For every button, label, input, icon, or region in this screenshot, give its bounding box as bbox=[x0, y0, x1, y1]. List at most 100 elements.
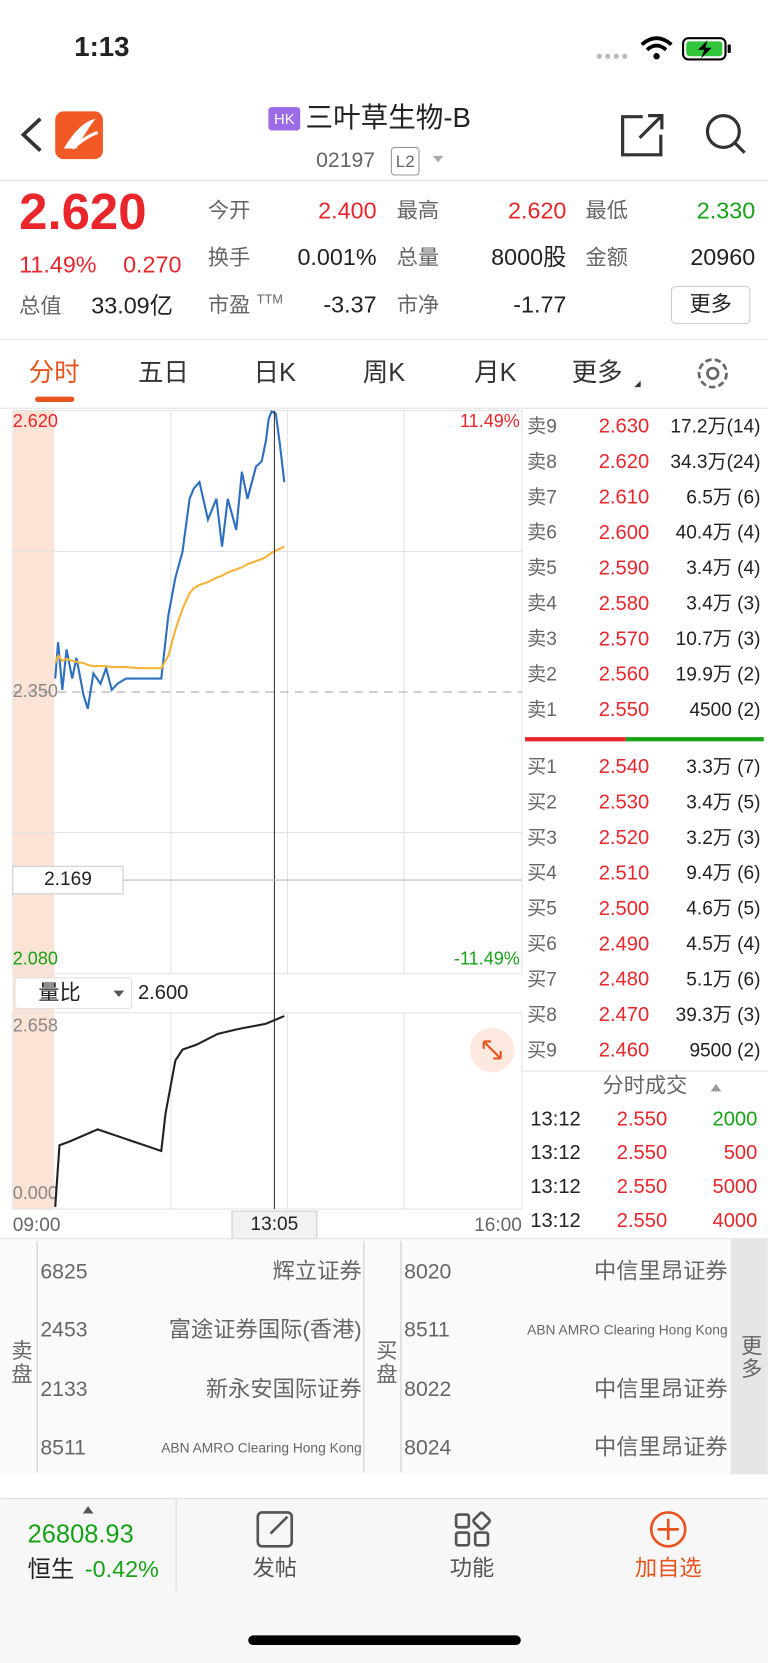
y-tick-label: 0.000 bbox=[13, 1183, 58, 1203]
tab[interactable]: 更多 bbox=[572, 359, 623, 387]
book-price: 2.500 bbox=[599, 898, 649, 920]
buy-side-label: 买盘 bbox=[373, 1340, 397, 1387]
book-label: 卖3 bbox=[527, 628, 557, 650]
book-label: 卖6 bbox=[527, 522, 557, 544]
tab[interactable]: 月K bbox=[474, 359, 516, 387]
tab-more-arrow bbox=[634, 380, 641, 388]
stat-value: 33.09亿 bbox=[91, 293, 173, 319]
stat-label: 今开 bbox=[208, 199, 250, 223]
book-price: 2.560 bbox=[599, 664, 649, 686]
back-button[interactable] bbox=[20, 117, 42, 152]
broker-name: ABN AMRO Clearing Hong Kong bbox=[161, 1440, 361, 1455]
book-volume: 9500 (2) bbox=[689, 1040, 760, 1061]
broker-code: 8024 bbox=[404, 1436, 451, 1459]
stock-code: 02197 bbox=[316, 149, 375, 172]
trade-time: 13:12 bbox=[530, 1142, 580, 1164]
book-label: 卖4 bbox=[527, 593, 557, 615]
index-value: 26808.93 bbox=[28, 1520, 134, 1548]
series-line bbox=[54, 545, 285, 670]
y-tick-label: 2.620 bbox=[13, 411, 58, 431]
x-tick-label: 16:00 bbox=[474, 1215, 522, 1236]
indicator-name[interactable]: 量比 bbox=[38, 980, 80, 1004]
y-pct-label: -11.49% bbox=[454, 949, 520, 969]
broker-name: 富途证券国际(香港) bbox=[169, 1317, 362, 1342]
nav-item[interactable]: 加自选 bbox=[635, 1556, 702, 1581]
stat-label: 市盈 bbox=[208, 293, 250, 317]
book-price: 2.610 bbox=[599, 487, 649, 509]
broker-code: 2133 bbox=[40, 1378, 87, 1401]
ask-bar bbox=[525, 737, 626, 742]
broker-name: 辉立证券 bbox=[273, 1259, 362, 1284]
book-volume: 10.7万 (3) bbox=[676, 629, 761, 650]
book-price: 2.510 bbox=[599, 862, 649, 884]
book-volume: 6.5万 (6) bbox=[686, 487, 760, 508]
cursor-x-label: 13:05 bbox=[251, 1214, 299, 1235]
book-volume: 5.1万 (6) bbox=[686, 969, 760, 990]
broker-name: 中信里昂证券 bbox=[594, 1376, 728, 1401]
dropdown-arrow[interactable] bbox=[432, 155, 444, 163]
book-volume: 40.4万 (4) bbox=[676, 523, 761, 544]
tab[interactable]: 五日 bbox=[138, 359, 189, 387]
tab[interactable]: 周K bbox=[363, 359, 405, 387]
tab[interactable]: 日K bbox=[254, 359, 296, 387]
trade-time: 13:12 bbox=[530, 1210, 580, 1232]
book-volume: 3.3万 (7) bbox=[686, 757, 760, 778]
book-volume: 3.4万 (4) bbox=[686, 558, 760, 579]
book-volume: 19.9万 (2) bbox=[676, 664, 761, 685]
stat-value: 2.400 bbox=[318, 197, 376, 223]
app-logo bbox=[55, 111, 103, 160]
book-label: 买8 bbox=[527, 1005, 557, 1026]
stat-label: 市净 bbox=[397, 293, 439, 317]
stat-label: 金额 bbox=[586, 245, 628, 269]
stat-value: 2.620 bbox=[508, 197, 566, 223]
book-volume: 3.4万 (3) bbox=[686, 594, 760, 615]
trade-volume: 5000 bbox=[713, 1176, 758, 1198]
broker-code: 8020 bbox=[404, 1260, 451, 1283]
share-button[interactable] bbox=[621, 114, 664, 157]
trades-title: 分时成交 bbox=[602, 1074, 687, 1098]
indicator-value: 2.600 bbox=[138, 982, 188, 1004]
status-icons bbox=[596, 36, 731, 61]
tab[interactable]: 分时 bbox=[29, 359, 80, 387]
stat-value: -3.37 bbox=[323, 292, 376, 318]
book-volume: 39.3万 (3) bbox=[676, 1005, 761, 1026]
broker-more[interactable]: 更多 bbox=[738, 1334, 762, 1381]
trade-volume: 2000 bbox=[713, 1108, 758, 1130]
book-label: 买9 bbox=[527, 1040, 557, 1061]
trade-time: 13:12 bbox=[530, 1108, 580, 1130]
book-price: 2.570 bbox=[599, 628, 649, 650]
broker-code: 6825 bbox=[40, 1260, 87, 1283]
nav-item[interactable]: 发帖 bbox=[252, 1556, 297, 1581]
book-price: 2.590 bbox=[599, 557, 649, 579]
change: 0.270 bbox=[123, 251, 181, 277]
more-button[interactable] bbox=[670, 285, 751, 325]
book-price: 2.480 bbox=[599, 969, 649, 991]
book-price: 2.550 bbox=[599, 699, 649, 721]
book-label: 卖1 bbox=[527, 699, 557, 721]
trade-price: 2.550 bbox=[617, 1108, 667, 1130]
search-button[interactable] bbox=[705, 114, 746, 154]
stat-value: 8000股 bbox=[491, 244, 566, 270]
nav-item[interactable]: 功能 bbox=[450, 1556, 495, 1581]
series-line bbox=[54, 1015, 285, 1208]
book-volume: 4.6万 (5) bbox=[686, 899, 760, 920]
cursor-box bbox=[231, 1210, 318, 1240]
book-price: 2.460 bbox=[599, 1040, 649, 1062]
trade-price: 2.550 bbox=[617, 1176, 667, 1198]
level-badge bbox=[390, 146, 420, 176]
book-label: 卖5 bbox=[527, 557, 557, 579]
broker-code: 8022 bbox=[404, 1378, 451, 1401]
change-pct: 11.49% bbox=[19, 251, 96, 277]
index-name: 恒生 bbox=[28, 1556, 75, 1582]
stat-label: 最低 bbox=[586, 199, 628, 223]
book-price: 2.580 bbox=[599, 593, 649, 615]
book-volume: 34.3万(24) bbox=[670, 452, 760, 473]
stat-label: 总量 bbox=[397, 245, 439, 269]
sort-arrow[interactable] bbox=[710, 1083, 722, 1092]
stat-value: 20960 bbox=[690, 244, 755, 270]
settings-button[interactable] bbox=[697, 358, 728, 389]
stat-value: 2.330 bbox=[697, 197, 755, 223]
book-label: 买1 bbox=[527, 757, 557, 778]
trade-time: 13:12 bbox=[530, 1176, 580, 1198]
